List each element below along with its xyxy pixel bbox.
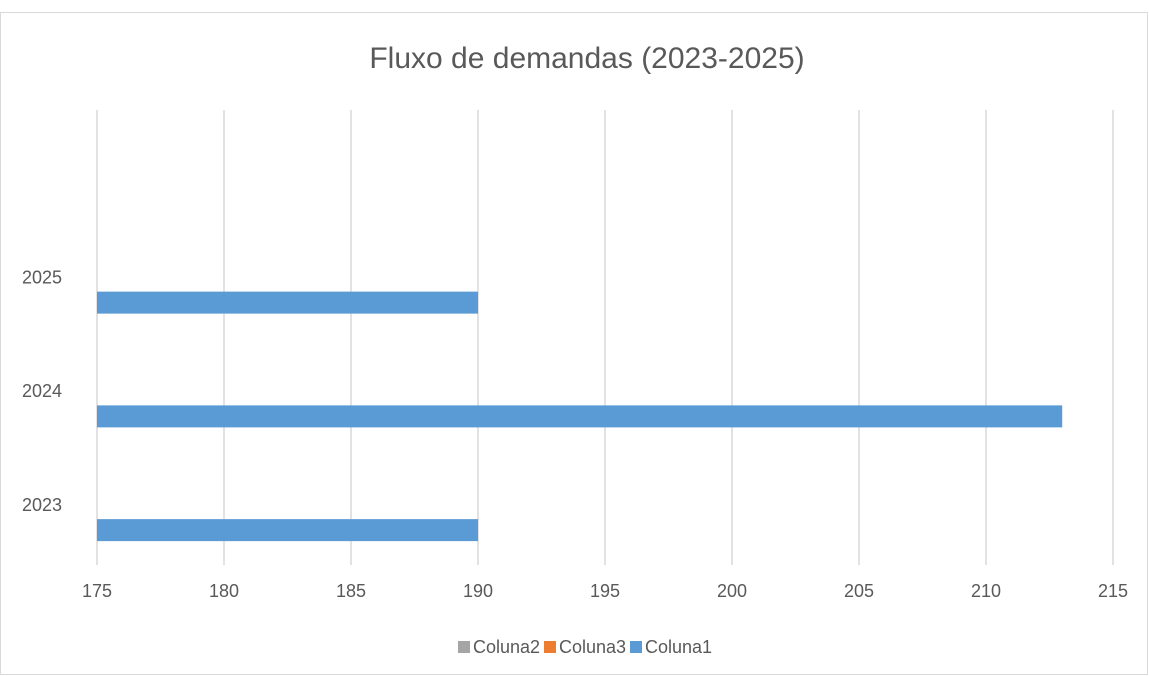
x-tick-label: 200 — [717, 581, 747, 601]
x-tick-label: 175 — [82, 581, 112, 601]
x-tick-label: 180 — [209, 581, 239, 601]
legend-label: Coluna3 — [559, 637, 626, 657]
y-tick-label: 2024 — [22, 381, 62, 401]
chart-border — [0, 12, 1148, 675]
y-tick-label: 2023 — [22, 495, 62, 515]
x-tick-label: 195 — [590, 581, 620, 601]
legend-label: Coluna2 — [473, 637, 540, 657]
x-tick-label: 190 — [463, 581, 493, 601]
chart-title: Fluxo de demandas (2023-2025) — [369, 42, 804, 75]
legend-label: Coluna1 — [645, 637, 712, 657]
x-tick-label: 185 — [336, 581, 366, 601]
x-tick-label: 210 — [971, 581, 1001, 601]
bar — [97, 519, 478, 542]
legend-swatch — [458, 641, 470, 653]
legend-swatch — [544, 641, 556, 653]
legend-swatch — [630, 641, 642, 653]
x-tick-label: 215 — [1098, 581, 1128, 601]
bar — [97, 291, 478, 314]
y-tick-label: 2025 — [22, 267, 62, 287]
bar — [97, 405, 1063, 428]
x-tick-label: 205 — [844, 581, 874, 601]
